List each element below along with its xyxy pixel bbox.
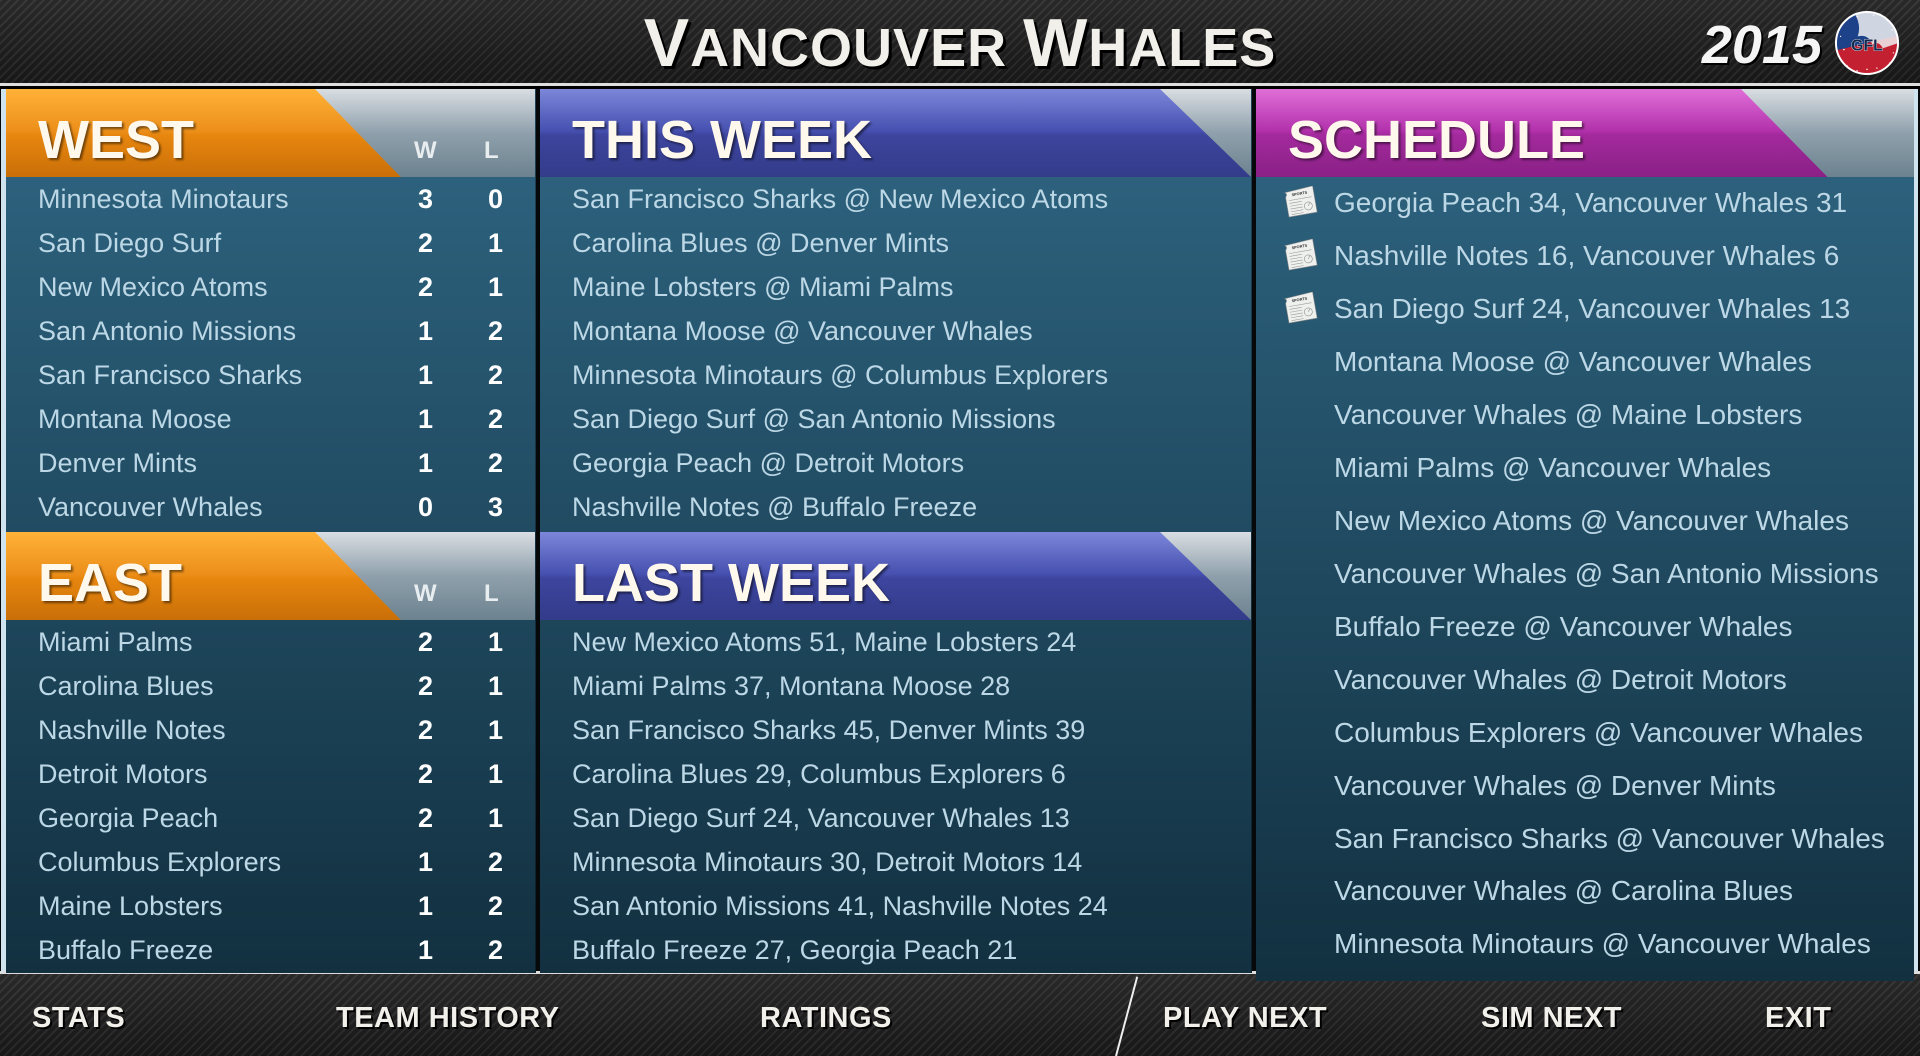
- svg-text:GFL: GFL: [1851, 37, 1883, 54]
